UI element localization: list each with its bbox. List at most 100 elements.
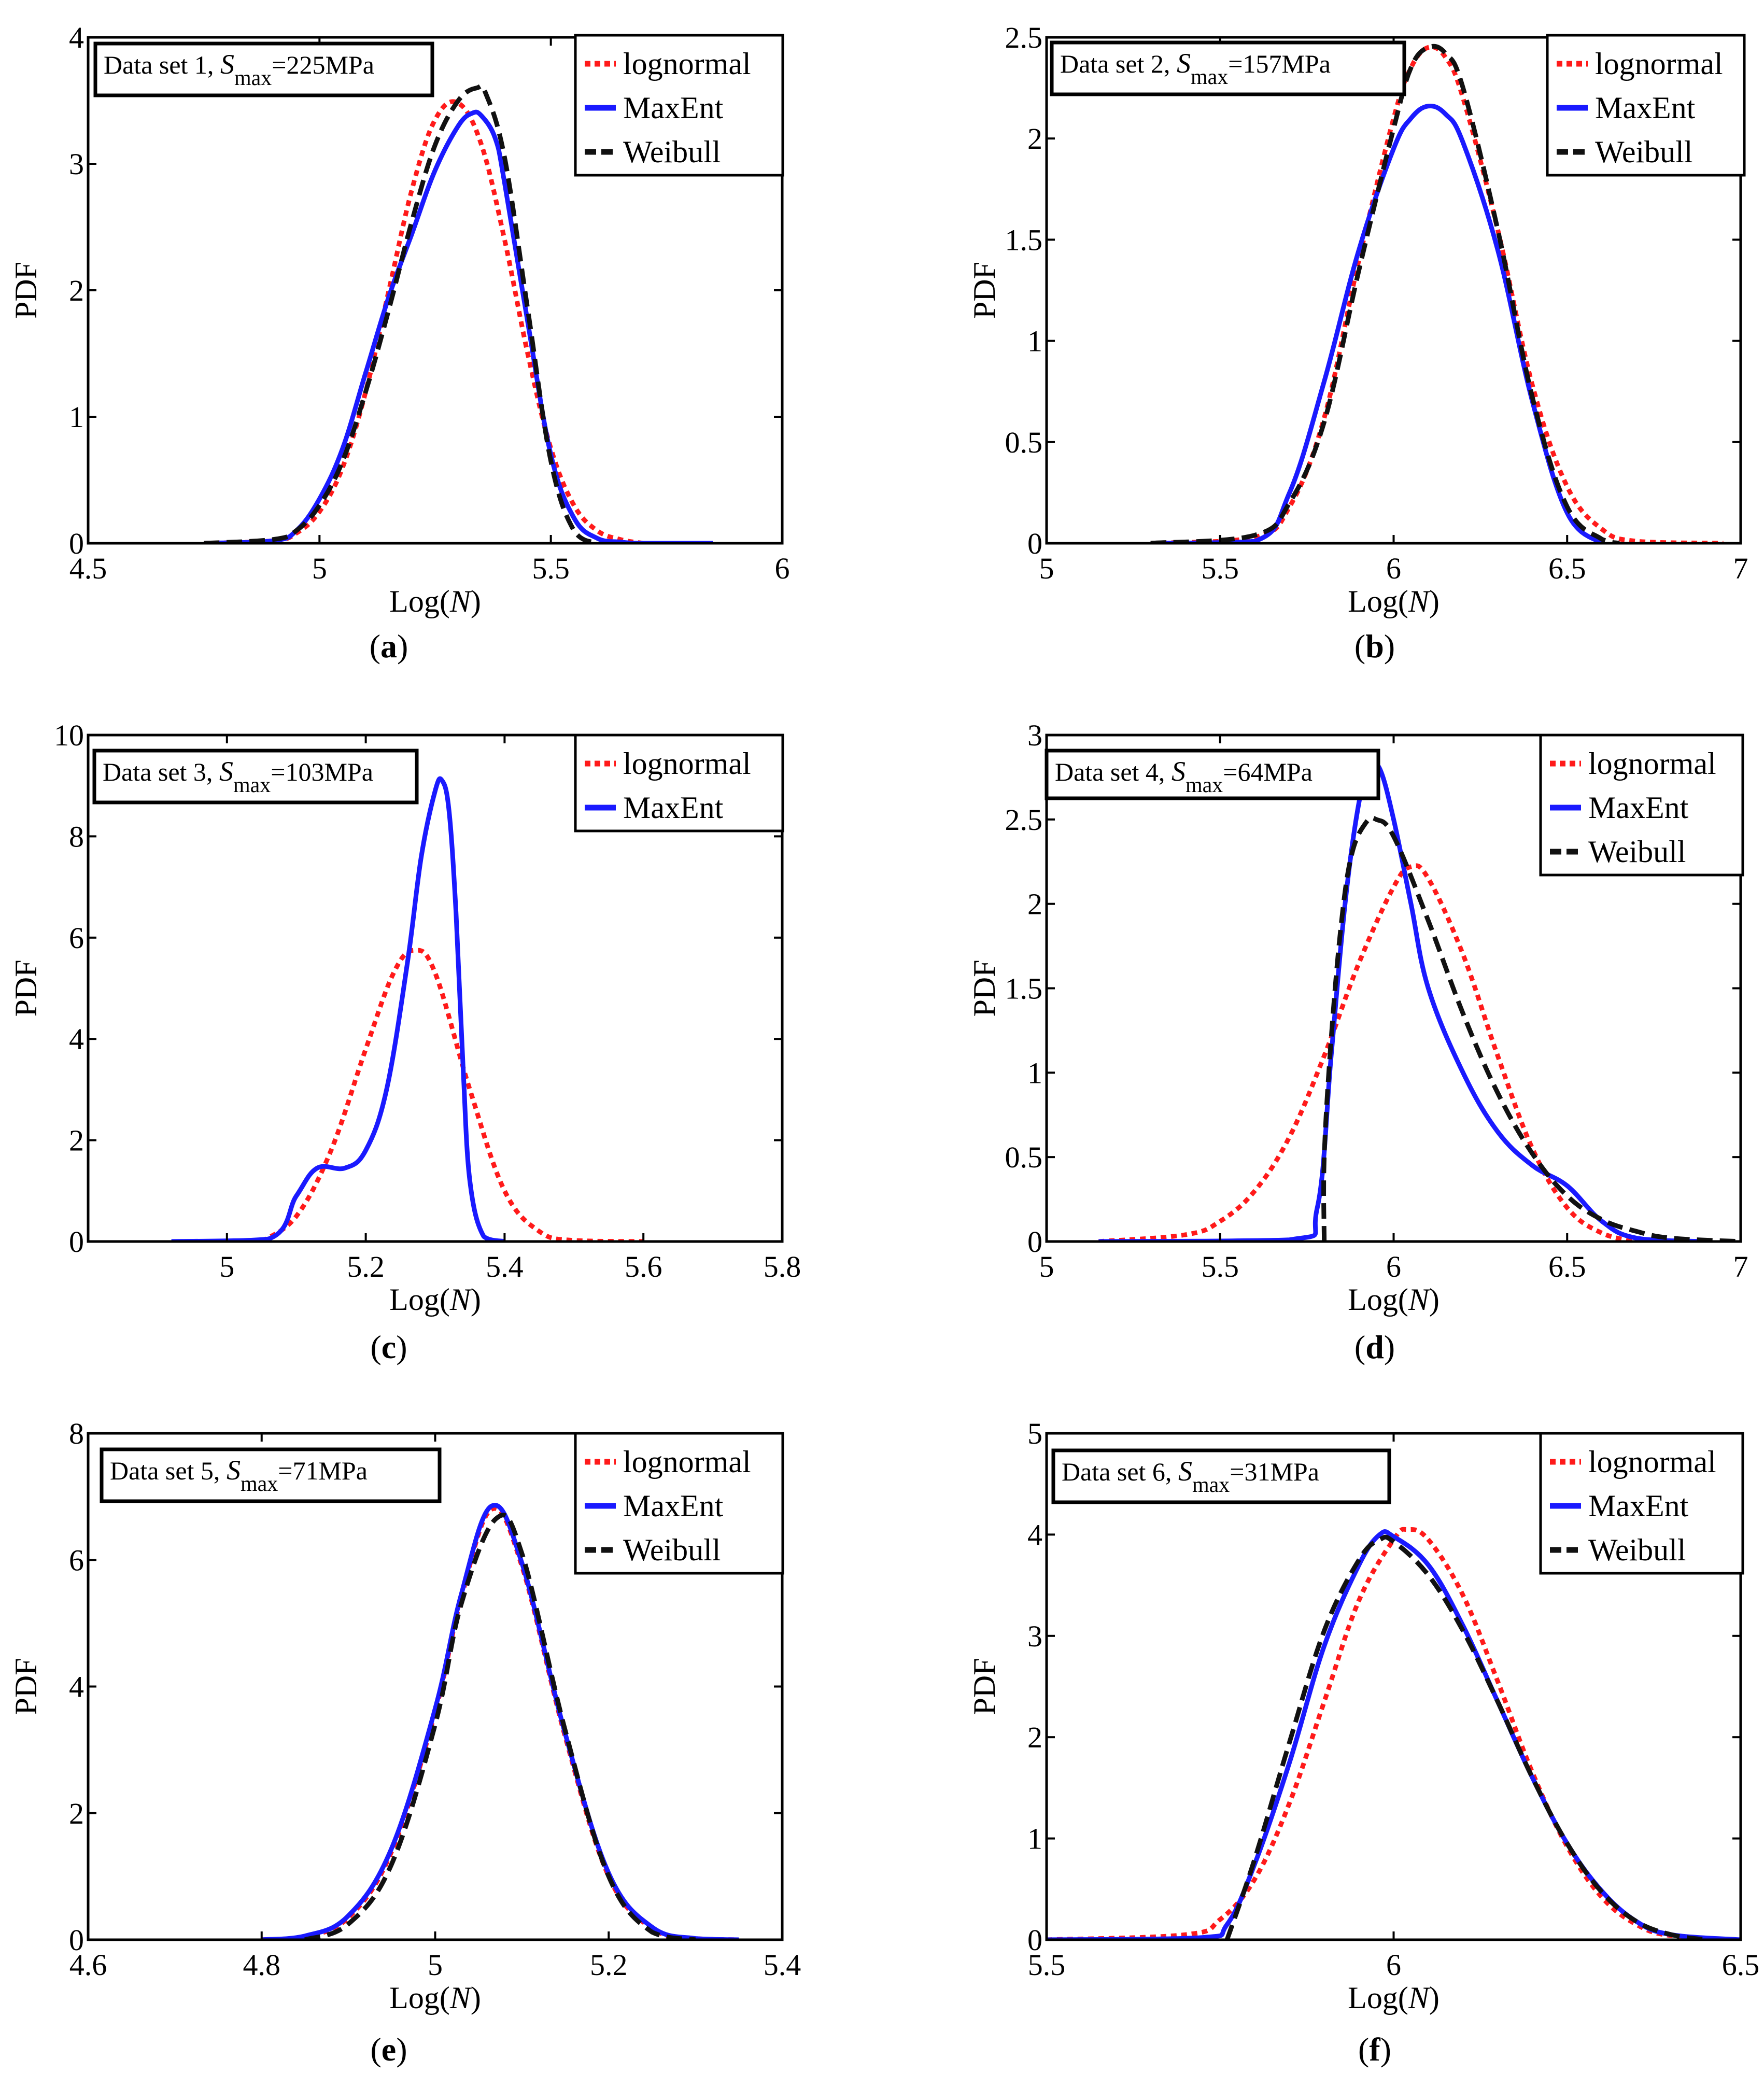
legend: lognormal MaxEnt Weibull — [1539, 1432, 1744, 1575]
y-tick-label: 3 — [1027, 1619, 1042, 1653]
y-tick-label: 3 — [69, 147, 84, 181]
y-axis-label: PDF — [967, 262, 1001, 319]
x-tick-label: 7 — [1733, 552, 1748, 585]
dataset-info-box — [100, 1447, 442, 1503]
series-maxent — [204, 109, 713, 543]
x-tick-label: 5.4 — [486, 1250, 524, 1283]
y-tick-label: 2 — [69, 274, 84, 307]
dataset-info-box — [93, 41, 434, 97]
dataset-info-text: Data set 4, Smax=64MPa — [1055, 756, 1313, 797]
series-maxent — [1098, 760, 1706, 1241]
x-tick-label: 4.6 — [69, 1948, 107, 1982]
x-tick-label: 6 — [1386, 1948, 1401, 1982]
x-tick-label: 6 — [775, 552, 790, 585]
series-maxent — [261, 1503, 739, 1940]
x-tick-label: 4.5 — [69, 552, 107, 585]
x-tick-label: 4.8 — [243, 1948, 281, 1982]
panel-caption: (d) — [1354, 1329, 1395, 1365]
panel-caption: (a) — [370, 628, 408, 665]
legend-label-weibull: Weibull — [623, 1533, 721, 1567]
y-tick-label: 8 — [69, 1417, 84, 1450]
y-tick-label: 2.5 — [1005, 21, 1043, 54]
panel-e: 4.6 4.8 5 5.2 5.4 0 2 4 6 8 Log(N) PDF Data set 5, S… — [9, 1417, 801, 2068]
x-tick-label: 7 — [1733, 1250, 1748, 1283]
y-tick-label: 2 — [1027, 1720, 1042, 1754]
panel-caption: (b) — [1354, 628, 1395, 665]
y-tick-label: 0.5 — [1005, 1140, 1043, 1174]
legend: lognormal MaxEnt Weibull — [1546, 34, 1746, 177]
dataset-info-text: Data set 5, Smax=71MPa — [110, 1455, 368, 1496]
series-lognormal — [1098, 863, 1638, 1241]
y-tick-label: 3 — [1027, 718, 1042, 752]
panel-b: 5 5.5 6 6.5 7 0 0.5 1 1.5 2 2.5 Log(N) PDF Data set 2… — [967, 21, 1748, 665]
x-tick-label: 5.5 — [1028, 1948, 1066, 1982]
y-tick-label: 2 — [69, 1797, 84, 1830]
x-tick-label: 5 — [312, 552, 327, 585]
panel-caption: (c) — [370, 1329, 407, 1365]
series-maxent — [171, 776, 505, 1241]
series-group — [1150, 44, 1724, 543]
series-group — [171, 776, 644, 1241]
series-group — [261, 1503, 739, 1940]
x-tick-label: 5.2 — [347, 1250, 385, 1283]
dataset-info-box — [1045, 749, 1380, 800]
series-group — [1047, 1527, 1741, 1940]
legend-label-weibull: Weibull — [1588, 835, 1686, 869]
legend-label-maxent: MaxEnt — [623, 791, 724, 825]
y-tick-label: 10 — [54, 718, 84, 752]
panel-a: 4.5 5 5.5 6 0 1 2 3 4 Log(N) PDF Data set 1, Smax=2… — [9, 21, 790, 665]
legend: lognormal MaxEnt Weibull — [574, 1432, 784, 1575]
dataset-info-text: Data set 2, Smax=157MPa — [1060, 48, 1331, 89]
dataset-info-box — [92, 749, 419, 805]
legend-label-weibull: Weibull — [623, 135, 721, 169]
legend-label-lognormal: lognormal — [1595, 47, 1723, 81]
y-axis-label: PDF — [9, 262, 43, 319]
x-axis-label: Log(N) — [389, 1981, 481, 2015]
series-group — [1098, 760, 1741, 1241]
panel-c: 5 5.2 5.4 5.6 5.8 0 2 4 6 8 10 Log(N) PDF Data set 3,… — [9, 718, 801, 1365]
series-weibull — [304, 1513, 696, 1940]
y-tick-label: 2 — [69, 1124, 84, 1158]
y-tick-label: 0 — [1027, 1225, 1042, 1259]
x-tick-label: 5 — [428, 1948, 443, 1982]
legend-frame — [574, 733, 784, 833]
legend-label-maxent: MaxEnt — [1595, 91, 1696, 125]
x-axis-label: Log(N) — [389, 584, 481, 618]
legend-label-maxent: MaxEnt — [623, 1489, 724, 1523]
dataset-info-text: Data set 6, Smax=31MPa — [1062, 1456, 1319, 1497]
y-tick-label: 0 — [69, 527, 84, 560]
x-tick-label: 5 — [1039, 1250, 1054, 1283]
dataset-info-box — [1050, 40, 1406, 96]
x-tick-label: 6 — [1386, 552, 1401, 585]
x-tick-label: 5.5 — [1202, 552, 1239, 585]
x-axis-label: Log(N) — [389, 1282, 481, 1317]
x-tick-label: 5.2 — [590, 1948, 628, 1982]
axes-frame — [87, 733, 784, 1243]
panel-f: 5.5 6 6.5 0 1 2 3 4 5 Log(N) PDF Data set 6, Smax=3… — [967, 1417, 1759, 2068]
y-axis-label: PDF — [967, 1658, 1001, 1715]
y-tick-label: 4 — [69, 21, 84, 54]
series-lognormal — [1047, 1527, 1741, 1940]
dataset-info-text: Data set 3, Smax=103MPa — [103, 756, 373, 797]
y-tick-label: 1.5 — [1005, 972, 1043, 1006]
y-axis-label: PDF — [967, 960, 1001, 1017]
series-weibull — [1150, 44, 1620, 543]
x-tick-label: 6.5 — [1722, 1948, 1760, 1982]
legend-label-lognormal: lognormal — [1588, 1445, 1716, 1479]
series-lognormal — [260, 948, 644, 1241]
x-tick-label: 5 — [219, 1250, 234, 1283]
series-group — [203, 83, 713, 543]
series-weibull — [1321, 815, 1741, 1241]
y-tick-label: 1 — [69, 400, 84, 434]
y-tick-label: 2 — [1027, 122, 1042, 156]
series-maxent — [1047, 1529, 1741, 1940]
legend: lognormal MaxEnt Weibull — [1539, 733, 1744, 877]
legend-label-maxent: MaxEnt — [1588, 1489, 1689, 1523]
y-tick-label: 0 — [69, 1225, 84, 1259]
y-tick-label: 1.5 — [1005, 223, 1043, 257]
y-axis-label: PDF — [9, 960, 43, 1017]
y-tick-label: 0.5 — [1005, 426, 1043, 459]
y-tick-label: 6 — [69, 1543, 84, 1577]
series-lognormal — [261, 1506, 739, 1940]
